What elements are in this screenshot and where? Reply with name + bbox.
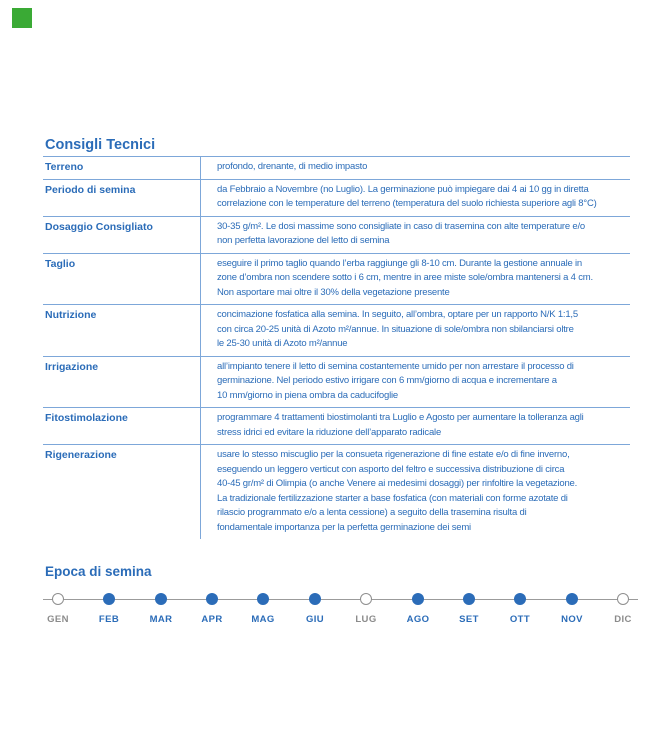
row-label: Irrigazione	[43, 356, 201, 407]
month-item: GEN	[36, 587, 80, 625]
row-text: concimazione fosfatica alla semina. In s…	[217, 309, 578, 349]
month-item: APR	[190, 587, 234, 625]
month-label: MAG	[251, 614, 275, 625]
month-dot	[155, 593, 167, 605]
row-text: 30-35 g/m². Le dosi massime sono consigl…	[217, 220, 586, 247]
season-timeline: GEN FEB MAR APR MAG GIU	[43, 587, 638, 631]
month-item: NOV	[550, 587, 594, 625]
season-title: Epoca di semina	[45, 564, 152, 579]
month-label: APR	[201, 614, 223, 625]
month-item: MAG	[241, 587, 285, 625]
table-row: Taglio eseguire il primo taglio quando l…	[43, 253, 630, 305]
technical-tips-section: Consigli Tecnici Terreno profondo, drena…	[43, 138, 630, 539]
month-item: GIU	[293, 587, 337, 625]
row-text: profondo, drenante, di medio impasto	[217, 161, 368, 172]
month-label: GEN	[47, 614, 69, 625]
row-label: Terreno	[43, 157, 201, 179]
table-row: Nutrizione concimazione fosfatica alla s…	[43, 305, 630, 357]
table-row: Irrigazione all’impianto tenere il letto…	[43, 356, 630, 408]
row-text: usare lo stesso miscuglio per la consuet…	[217, 449, 578, 533]
month-label: NOV	[561, 614, 583, 625]
month-item: LUG	[344, 587, 388, 625]
month-dot	[206, 593, 218, 605]
month-dot	[360, 593, 372, 605]
month-dot	[103, 593, 115, 605]
table-row: Periodo di semina da Febbraio a Novembre…	[43, 179, 630, 217]
month-item: FEB	[87, 587, 131, 625]
month-label: FEB	[98, 614, 120, 625]
month-item: MAR	[139, 587, 183, 625]
month-dot	[463, 593, 475, 605]
month-item: SET	[447, 587, 491, 625]
month-dot	[617, 593, 629, 605]
month-item: DIC	[601, 587, 645, 625]
month-dot	[52, 593, 64, 605]
month-label: GIU	[305, 614, 325, 625]
row-text: da Febbraio a Novembre (no Luglio). La g…	[217, 183, 597, 210]
month-label: LUG	[355, 614, 377, 625]
month-dot	[412, 593, 424, 605]
table-row: Fitostimolazione programmare 4 trattamen…	[43, 408, 630, 445]
row-label: Taglio	[43, 253, 201, 304]
month-label: DIC	[614, 614, 632, 625]
row-text: programmare 4 trattamenti biostimolanti …	[217, 412, 584, 438]
month-label: AGO	[406, 614, 430, 625]
month-label: SET	[459, 614, 479, 625]
row-text: all’impianto tenere il letto di semina c…	[217, 360, 574, 401]
table-row: Rigenerazione usare lo stesso miscuglio …	[43, 445, 630, 539]
timeline-track	[43, 599, 638, 600]
row-label: Periodo di semina	[43, 179, 201, 216]
month-dot	[514, 593, 526, 605]
month-dot	[309, 593, 321, 605]
row-label: Rigenerazione	[43, 445, 201, 539]
tips-title: Consigli Tecnici	[45, 137, 156, 153]
month-item: OTT	[498, 587, 542, 625]
month-dot	[566, 593, 578, 605]
sowing-season-section: Epoca di semina GEN FEB MAR APR MAG	[43, 564, 638, 631]
month-label: MAR	[149, 614, 173, 625]
month-label: OTT	[509, 614, 531, 625]
month-item: AGO	[396, 587, 440, 625]
row-label: Nutrizione	[43, 305, 201, 356]
tips-table: Terreno profondo, drenante, di medio imp…	[43, 156, 630, 539]
table-row: Terreno profondo, drenante, di medio imp…	[43, 157, 630, 180]
row-label: Dosaggio Consigliato	[43, 216, 201, 253]
month-dot	[257, 593, 269, 605]
row-text: eseguire il primo taglio quando l’erba r…	[217, 257, 593, 298]
brand-mark-green-square	[12, 8, 32, 28]
row-label: Fitostimolazione	[43, 408, 201, 444]
table-row: Dosaggio Consigliato 30-35 g/m². Le dosi…	[43, 216, 630, 254]
